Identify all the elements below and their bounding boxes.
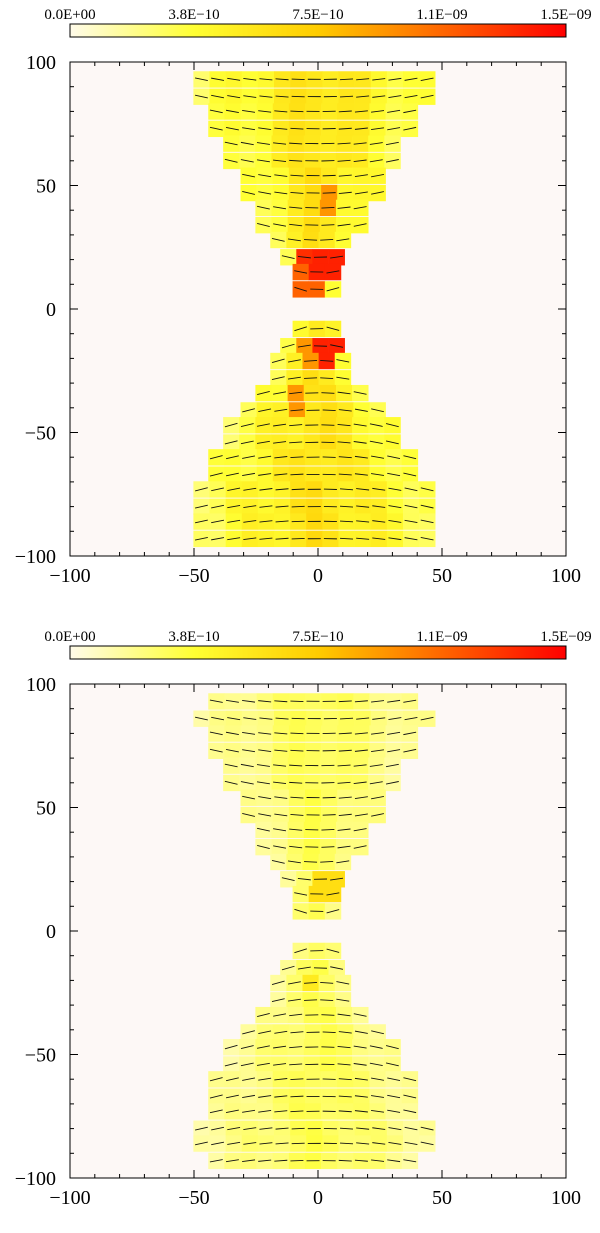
x-tick-label: 0 (313, 1187, 323, 1209)
y-tick-label: −50 (25, 423, 56, 445)
y-tick-label: 100 (26, 674, 56, 696)
polarization-dash (321, 829, 334, 830)
colorbar-tick-label: 3.8E−10 (168, 629, 219, 645)
polarization-dash (292, 718, 305, 719)
colorbar-tick-label: 1.5E−09 (540, 7, 591, 23)
colorbar-tick-label: 0.0E+00 (44, 7, 95, 23)
polarization-dash (323, 193, 336, 194)
polarization-dash (304, 378, 317, 379)
polarization-dash (321, 207, 334, 208)
polarization-dash (304, 240, 317, 241)
y-tick-label: 50 (36, 798, 56, 820)
y-tick-label: −50 (25, 1045, 56, 1067)
y-tick-label: −100 (15, 546, 56, 568)
polarization-dash (292, 1143, 305, 1144)
y-tick-label: 0 (46, 299, 56, 321)
polarization-dash (292, 79, 305, 80)
y-tick-label: −100 (15, 1168, 56, 1190)
polarization-dash (290, 111, 303, 112)
polarization-dash (292, 489, 305, 490)
x-tick-label: −50 (178, 1187, 209, 1209)
x-tick-label: 50 (432, 565, 452, 587)
colorbar-tick-label: 0.0E+00 (44, 629, 95, 645)
y-tick-label: 100 (26, 52, 56, 74)
polarization-dash (323, 1032, 336, 1033)
x-tick-label: 50 (432, 1187, 452, 1209)
colorbar-tick-label: 3.8E−10 (168, 7, 219, 23)
x-tick-label: 100 (551, 1187, 581, 1209)
colorbar (70, 646, 566, 659)
x-tick-label: −100 (49, 565, 90, 587)
polarization-dash (292, 521, 305, 522)
polarization-dash (292, 538, 305, 539)
colorbar-tick-label: 7.5E−10 (292, 629, 343, 645)
polarization-dash (323, 815, 336, 816)
polarization-dash (292, 506, 305, 507)
polarization-dash (304, 1000, 317, 1001)
x-tick-label: 100 (551, 565, 581, 587)
x-tick-label: −100 (49, 1187, 90, 1209)
colorbar (70, 24, 566, 37)
polarization-dash (290, 733, 303, 734)
x-tick-label: −50 (178, 565, 209, 587)
colorbar-tick-label: 7.5E−10 (292, 7, 343, 23)
polarization-dash (323, 410, 336, 411)
polarization-dash (290, 1160, 303, 1161)
y-tick-label: 0 (46, 921, 56, 943)
polarization-dash (290, 701, 303, 702)
polarization-dash (292, 1128, 305, 1129)
colorbar-tick-label: 1.1E−09 (416, 629, 467, 645)
x-tick-label: 0 (313, 565, 323, 587)
polarization-dash (292, 96, 305, 97)
colorbar-tick-label: 1.5E−09 (540, 629, 591, 645)
polarization-dash (304, 862, 317, 863)
colorbar-tick-label: 1.1E−09 (416, 7, 467, 23)
y-tick-label: 50 (36, 176, 56, 198)
